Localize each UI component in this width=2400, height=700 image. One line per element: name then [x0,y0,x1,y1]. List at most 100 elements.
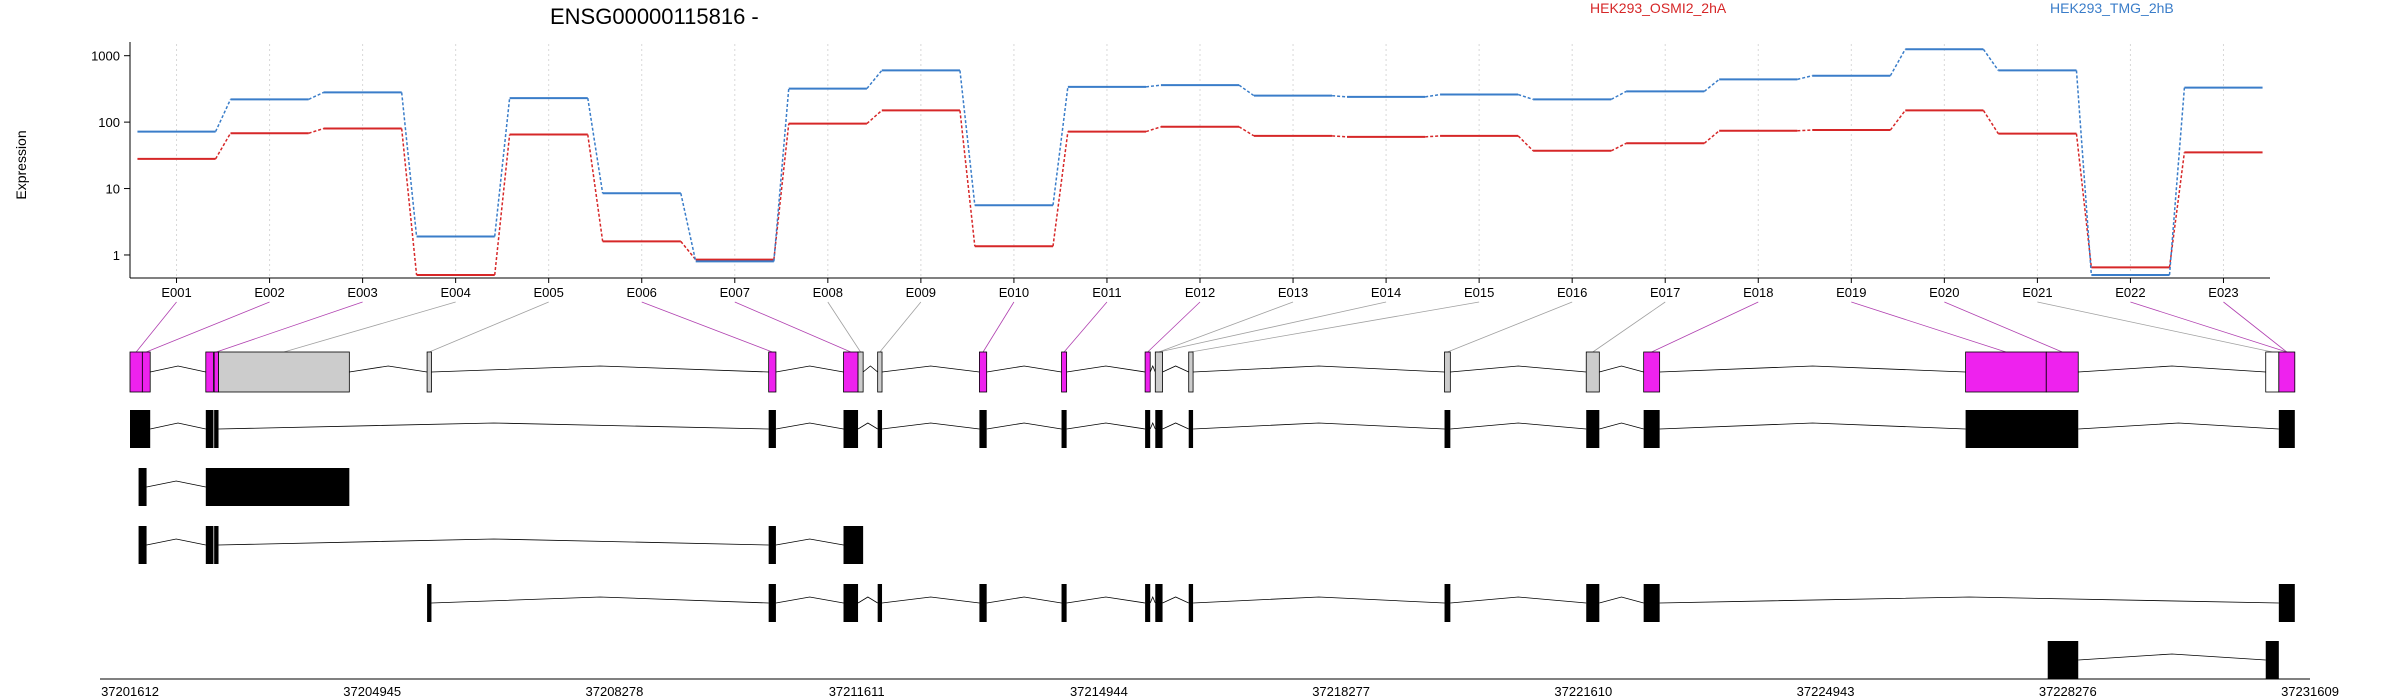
transcript-1-intron [881,422,980,430]
transcript-4-intron [1659,596,2279,604]
exon-part [2278,351,2296,393]
genomic-tick-label: 37221610 [1554,684,1612,699]
series-1-transition [214,132,232,160]
exon-connector [1592,301,1666,353]
series-2-transition [1332,94,1348,98]
series-1-transition [680,240,697,261]
x-tick-label: E003 [347,285,377,300]
transcript-4-exon [768,584,776,622]
collapsed-intron [2078,365,2266,373]
transcript-3-exon [138,526,147,564]
exon-connector [429,301,549,353]
series-2-transition [587,97,604,194]
x-tick-label: E017 [1650,285,1680,300]
transcript-5-exon [2265,641,2279,679]
series-1 [137,109,2263,276]
transcript-4-intron [857,596,878,604]
series-2-transition [1145,84,1162,88]
x-tick-label: E008 [813,285,843,300]
gene-model: 37201612 37204945 37208278 37211611 37214944… [100,301,2339,699]
transcript-1-exon [1643,410,1660,448]
transcript-3-intron [775,538,844,546]
transcript-4-exon [877,584,883,622]
transcript-1-intron [1450,422,1587,430]
transcript-5-exon [2047,641,2079,679]
exon-part [218,351,350,393]
transcript-1-intron [2078,422,2279,430]
exon-part [1154,351,1163,393]
x-tick-label: E007 [720,285,750,300]
transcript-1-exon [1155,410,1163,448]
transcript-4-intron [1193,596,1445,604]
transcript-1-exon [1188,410,1194,448]
x-tick-label: E009 [906,285,936,300]
transcript-4-exon [427,584,432,622]
exon-part [979,351,988,393]
transcript-1-intron [1659,422,1966,430]
genomic-tick-label: 37218277 [1312,684,1370,699]
transcript-1-intron [986,422,1062,430]
exon-connector [2037,301,2273,353]
x-tick-label: E023 [2208,285,2238,300]
genomic-tick-label: 37208278 [586,684,644,699]
transcript-3-exon [768,526,776,564]
series-1-transition [1052,131,1069,247]
series-2 [137,48,2263,276]
series-2-transition [1889,48,1906,77]
exon-part [843,351,859,393]
series-2-transition [400,92,418,237]
x-tick-label: E010 [999,285,1029,300]
transcript-2-intron [146,480,206,488]
genomic-tick-label: 37204945 [343,684,401,699]
exon-part [141,351,151,393]
series-2-transition [773,88,790,262]
exon-connector [641,301,773,353]
genomic-tick-label: 37201612 [101,684,159,699]
series-1-transition [773,123,790,260]
genomic-tick-label: 37211611 [829,684,885,699]
series-2-transition [1703,78,1720,92]
series-1-transition [2168,152,2186,268]
exon-part [2265,351,2280,393]
exon-part [2045,351,2079,393]
x-tick-label: E022 [2115,285,2145,300]
exon-connector [879,301,922,353]
transcript-4-intron [986,596,1062,604]
series-1-transition [1982,110,1999,135]
exon-connector [2130,301,2287,353]
exon-connector [135,301,177,353]
exon-connector [1147,301,1201,353]
x-tick-label: E013 [1278,285,1308,300]
transcript-1-intron [775,422,844,430]
exon-part [1965,351,2047,393]
series-1-transition [308,127,324,134]
series-2-transition [1425,93,1441,98]
transcript-4-exon [1155,584,1163,622]
chart-title: ENSG00000115816 - [550,4,759,29]
exon-part [1585,351,1600,393]
transcript-3-exon [843,526,864,564]
transcript-1-exon [768,410,776,448]
transcript-4-intron [775,596,844,604]
transcript-1-exon [1145,410,1151,448]
transcript-4-exon [979,584,987,622]
collapsed-intron [1659,365,1966,373]
collapsed-intron [986,365,1062,373]
series-1-transition [587,134,604,242]
transcript-4-intron [1599,596,1644,604]
x-tick-label: E011 [1092,285,1121,300]
legend-series-2: HEK293_TMG_2hB [2050,0,2174,16]
exon-part [1643,351,1661,393]
transcript-4-exon [1188,584,1194,622]
collapsed-intron [881,365,980,373]
transcript-1-exon [2278,410,2295,448]
series-1-transition [1145,126,1162,133]
x-tick-label: E014 [1371,285,1401,300]
transcript-1-exon [1965,410,2079,448]
exon-part [205,351,214,393]
transcript-4-intron [1162,596,1189,604]
transcript-3-exon [205,526,214,564]
exon-connector [1651,301,1759,353]
exon-connector [1190,301,1480,353]
x-tick-label: E005 [534,285,564,300]
